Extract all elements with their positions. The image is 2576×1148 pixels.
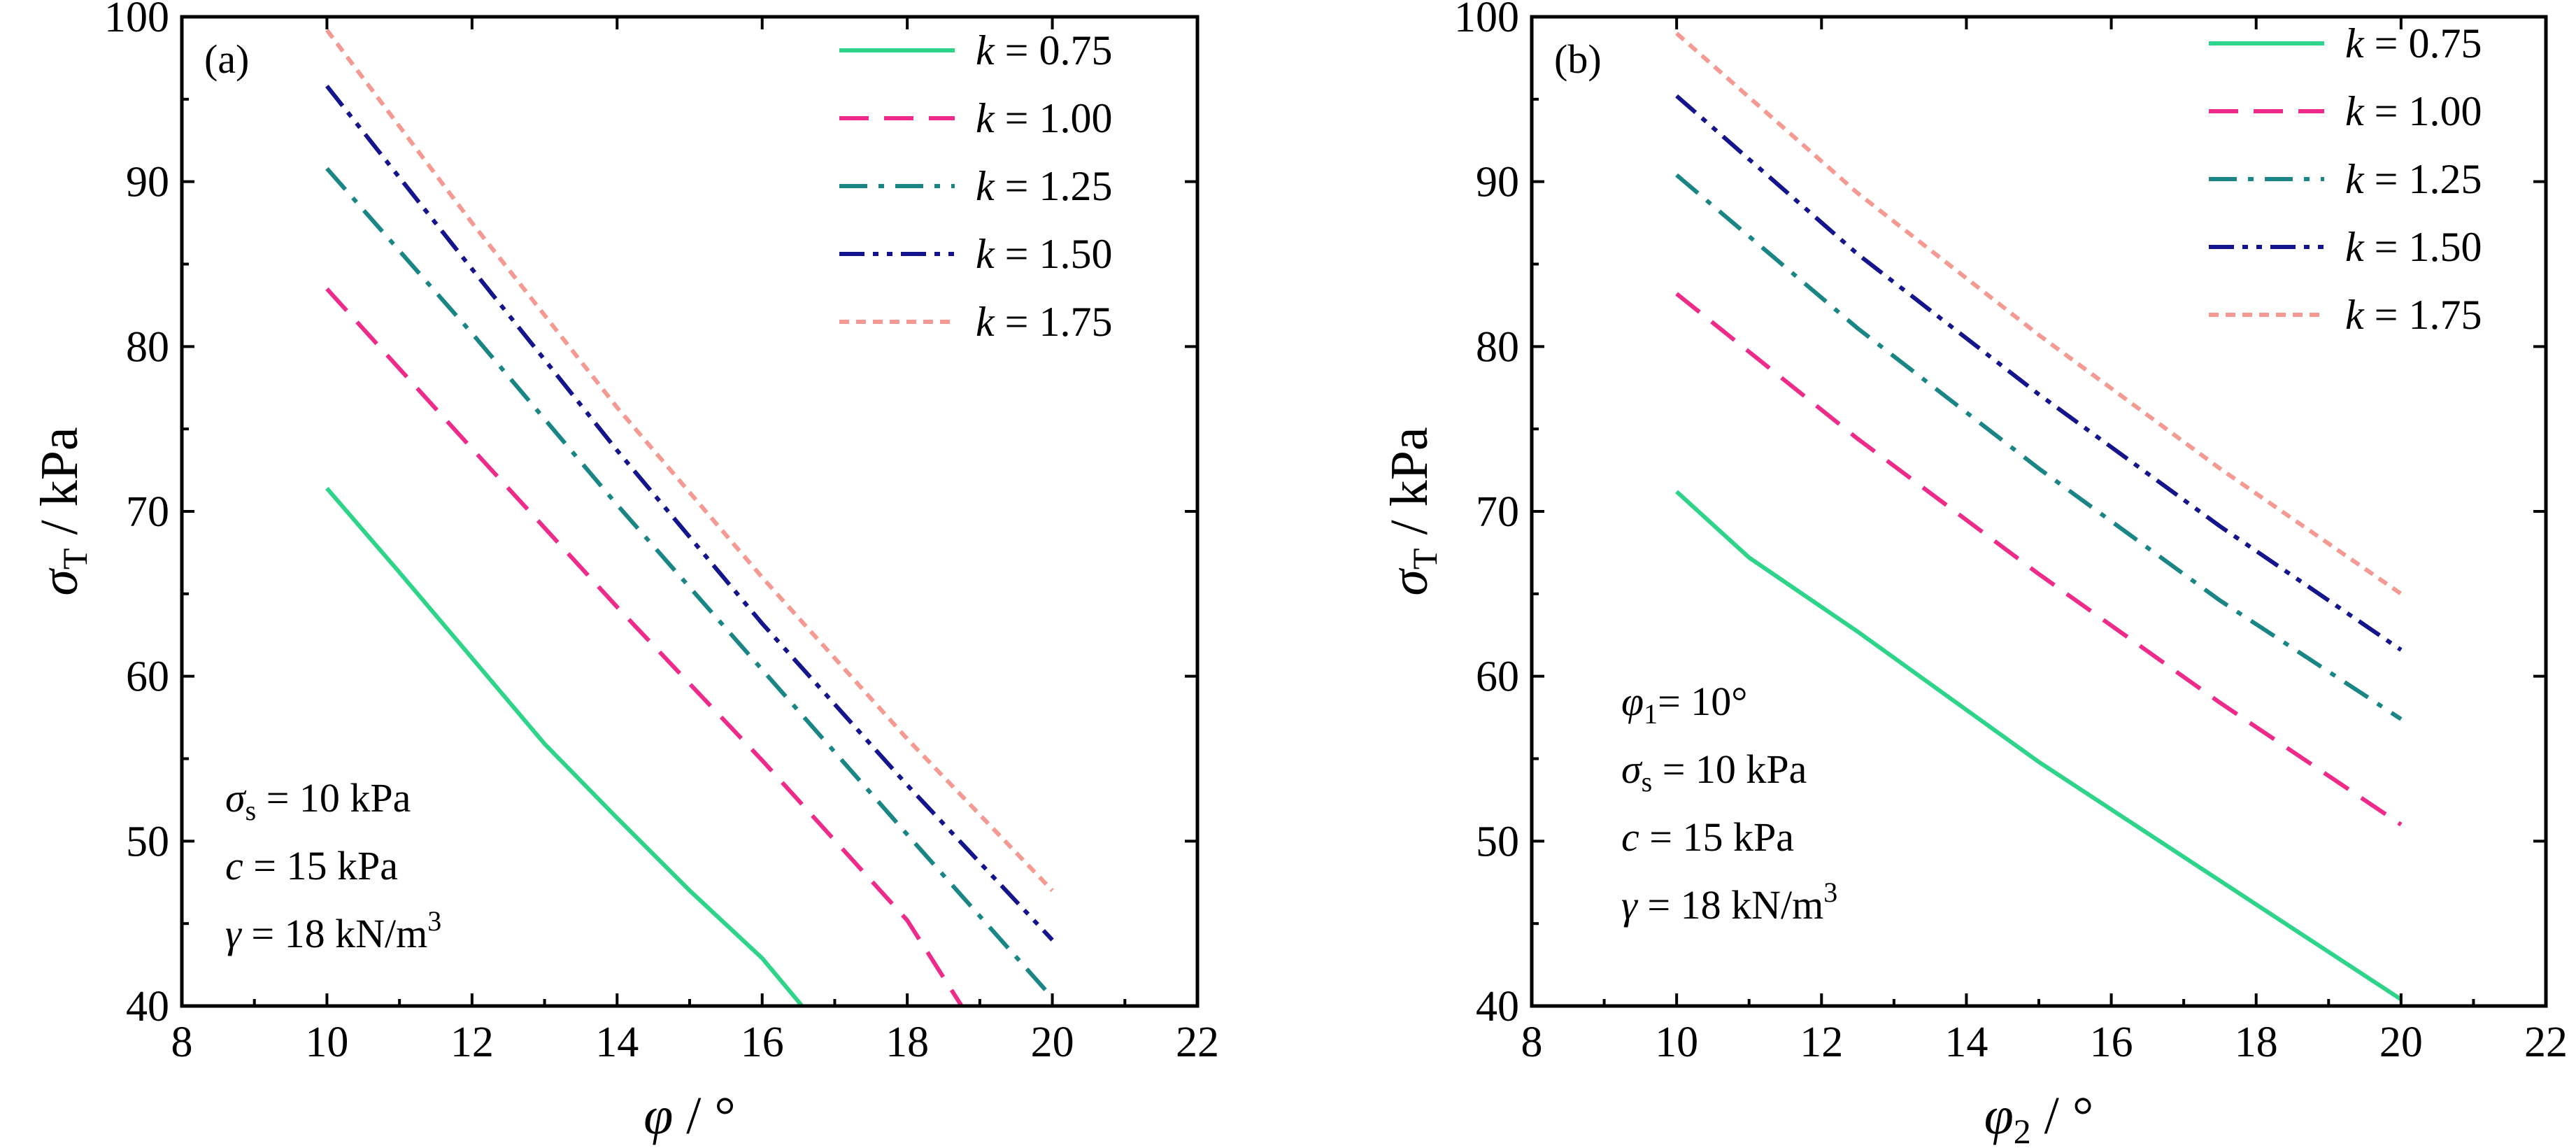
annotation-line: φ1= 10° (1621, 679, 1748, 730)
legend-label: k = 1.25 (2345, 156, 2482, 202)
y-tick-label: 100 (104, 0, 169, 41)
y-tick-label: 90 (126, 159, 169, 206)
series-line-k-1-50 (325, 85, 1054, 942)
x-tick-label: 8 (171, 1019, 193, 1066)
y-tick-label: 40 (126, 983, 169, 1030)
y-tick-label: 70 (1476, 488, 1519, 536)
legend: k = 0.75 k = 1.00 k = 1.25 k = 1.50 k = 1.75 (839, 27, 1112, 345)
x-axis-label: φ2 / ° (1984, 1086, 2094, 1148)
x-tick-label: 10 (305, 1019, 348, 1066)
x-tick-label: 18 (885, 1019, 929, 1066)
series-line-k-1-75 (1675, 31, 2403, 596)
legend-label: k = 1.50 (2345, 224, 2482, 270)
series-line-k-1-75 (325, 29, 1054, 893)
y-axis-label: σT / kPa (30, 427, 94, 595)
y-axis-label: σT / kPa (1380, 427, 1444, 595)
series-line-k-1-25 (325, 166, 1054, 1000)
legend: k = 0.75 k = 1.00 k = 1.25 k = 1.50 k = 1.75 (2209, 20, 2482, 338)
legend-label: k = 0.75 (2345, 20, 2482, 66)
annotation-line: γ = 18 kN/m3 (225, 905, 441, 956)
panel-label: (a) (204, 36, 249, 82)
series-line-k-1-50 (1675, 94, 2403, 652)
annotation-line: σs = 10 kPa (225, 775, 411, 826)
x-tick-label: 22 (2524, 1019, 2568, 1066)
y-tick-label: 80 (1476, 323, 1519, 371)
legend-label: k = 1.75 (976, 299, 1112, 345)
x-tick-label: 20 (1031, 1019, 1074, 1066)
legend-label: k = 1.75 (2345, 292, 2482, 338)
x-tick-label: 10 (1655, 1019, 1698, 1066)
y-tick-label: 80 (126, 323, 169, 371)
legend-label: k = 1.00 (2345, 88, 2482, 134)
y-tick-label: 60 (126, 653, 169, 701)
x-tick-label: 22 (1176, 1019, 1219, 1066)
x-tick-label: 8 (1521, 1019, 1543, 1066)
series-line-k-1-25 (1675, 173, 2403, 721)
series-line-k-0-75 (325, 487, 804, 1006)
annotation-line: γ = 18 kN/m3 (1621, 877, 1837, 928)
panel-label: (b) (1554, 36, 1602, 82)
x-tick-label: 16 (2090, 1019, 2133, 1066)
x-tick-label: 14 (1944, 1019, 1988, 1066)
series-line-k-1-00 (1675, 292, 2403, 827)
chart-panel-b: 8 10 12 14 16 18 20 22 40 50 60 70 80 90 100 φ2 / ° σT /… (1380, 0, 2568, 1148)
y-tick-label: 100 (1454, 0, 1519, 41)
annotation-line: c = 15 kPa (1621, 814, 1794, 860)
annotation-line: σs = 10 kPa (1621, 746, 1807, 798)
parameter-annotations: σs = 10 kPa c = 15 kPa γ = 18 kN/m3 (225, 775, 441, 956)
x-tick-label: 20 (2379, 1019, 2423, 1066)
y-tick-label: 50 (1476, 818, 1519, 865)
parameter-annotations: φ1= 10° σs = 10 kPa c = 15 kPa γ = 18 kN/m3 (1621, 679, 1837, 928)
legend-label: k = 0.75 (976, 27, 1112, 73)
y-tick-label: 50 (126, 818, 169, 865)
series-line-k-0-75 (1675, 490, 2403, 1002)
x-tick-label: 16 (741, 1019, 784, 1066)
legend-label: k = 1.50 (976, 231, 1112, 277)
annotation-line: c = 15 kPa (225, 843, 398, 888)
x-tick-label: 18 (2235, 1019, 2278, 1066)
y-tick-label: 90 (1476, 159, 1519, 206)
x-tick-label: 12 (450, 1019, 494, 1066)
y-tick-label: 60 (1476, 653, 1519, 701)
y-tick-label: 40 (1476, 983, 1519, 1030)
chart-panel-a: 8 10 12 14 16 18 20 22 40 50 60 70 80 90 100 φ / ° σT / … (30, 0, 1219, 1145)
legend-label: k = 1.00 (976, 95, 1112, 141)
x-axis-label: φ / ° (643, 1086, 736, 1145)
y-tick-label: 70 (126, 488, 169, 536)
x-tick-label: 12 (1800, 1019, 1843, 1066)
legend-label: k = 1.25 (976, 163, 1112, 209)
x-tick-label: 14 (595, 1019, 639, 1066)
series-line-k-1-00 (325, 287, 964, 1006)
